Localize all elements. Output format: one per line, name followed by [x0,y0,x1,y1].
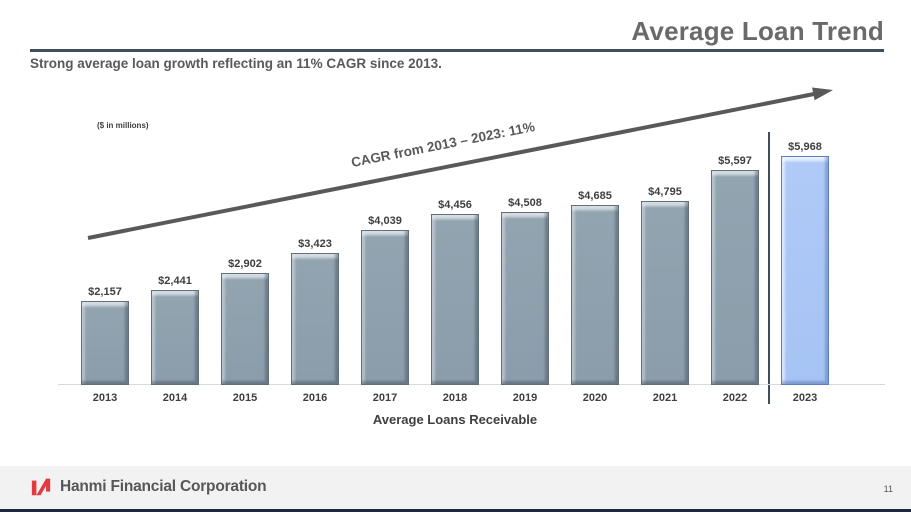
title-underline [30,49,884,52]
bar-value-label: $2,902 [228,258,262,270]
bar-group-2022: $5,597 2022 [700,130,770,404]
slide-subtitle: Strong average loan growth reflecting an… [30,56,442,71]
bar-value-label: $2,157 [88,286,122,298]
bar-chart: $2,157 2013 $2,441 2014 $2,902 2015 $3,423 2016… [70,130,840,404]
x-axis-tick-label: 2020 [582,392,608,404]
bar-2014 [151,290,199,385]
bar-group-2016: $3,423 2016 [280,130,350,404]
bar-group-2018: $4,456 2018 [420,130,490,404]
bar-group-2017: $4,039 2017 [350,130,420,404]
x-axis-tick-label: 2016 [302,392,328,404]
bar-2017 [361,230,409,385]
footer-band: Hanmi Financial Corporation 11 [0,466,911,509]
bar-value-label: $4,685 [578,190,612,202]
bar-2023 [781,156,829,385]
bar-2019 [501,212,549,385]
bar-2020 [571,205,619,385]
x-axis-tick-label: 2017 [372,392,398,404]
bar-value-label: $5,597 [718,155,752,167]
company-name: Hanmi Financial Corporation [60,478,267,495]
x-axis-tick-label: 2023 [792,392,818,404]
bar-group-2021: $4,795 2021 [630,130,700,404]
page-number: 11 [883,484,893,494]
bar-value-label: $4,456 [438,199,472,211]
x-axis-tick-label: 2013 [92,392,118,404]
bar-value-label: $4,039 [368,215,402,227]
x-axis-tick-label: 2021 [652,392,678,404]
bar-group-2015: $2,902 2015 [210,130,280,404]
bottom-accent-strip [0,509,911,512]
bar-2015 [221,273,269,385]
units-note: ($ in millions) [97,121,149,130]
x-axis-title: Average Loans Receivable [372,412,538,427]
highlight-separator-line [768,132,770,404]
bar-value-label: $4,508 [508,197,542,209]
company-logo: Hanmi Financial Corporation [30,476,267,498]
bar-value-label: $4,795 [648,186,682,198]
page-title: Average Loan Trend [631,16,884,46]
bar-group-2020: $4,685 2020 [560,130,630,404]
bar-group-2019: $4,508 2019 [490,130,560,404]
hanmi-logo-icon [31,478,51,496]
bar-value-label: $3,423 [298,238,332,250]
x-axis-tick-label: 2018 [442,392,468,404]
bar-2022 [711,170,759,385]
bar-2013 [81,301,129,385]
bar-2018 [431,214,479,385]
x-axis-tick-label: 2019 [512,392,538,404]
bar-value-label: $5,968 [788,141,822,153]
bar-2016 [291,253,339,385]
x-axis-tick-label: 2014 [162,392,188,404]
x-axis-tick-label: 2022 [722,392,748,404]
bar-group-2023: $5,968 2023 [770,130,840,404]
bar-2021 [641,201,689,385]
bar-value-label: $2,441 [158,275,192,287]
x-axis-tick-label: 2015 [232,392,258,404]
bar-group-2013: $2,157 2013 [70,130,140,404]
bar-group-2014: $2,441 2014 [140,130,210,404]
